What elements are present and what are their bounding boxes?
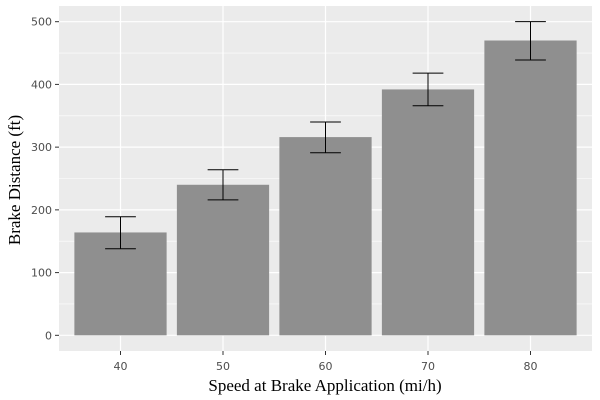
errorbar-40: [105, 216, 136, 250]
errorbar-50: [207, 169, 239, 201]
y-tick-label: 0: [45, 329, 52, 342]
errorbar-60: [310, 121, 341, 154]
y-tick-label: 300: [31, 141, 52, 154]
errorbar-80: [515, 21, 546, 61]
bar-80: [484, 40, 577, 336]
bar-40: [74, 232, 167, 336]
errorbar-70: [412, 72, 444, 107]
y-tick-label: 100: [31, 267, 52, 280]
y-tick-label: 400: [31, 78, 52, 91]
bar-70: [381, 89, 475, 336]
error-bars: [105, 21, 546, 250]
x-axis-ticks: 40 50 60 70 80: [114, 351, 538, 373]
bar-50: [176, 184, 270, 336]
y-tick-label: 500: [31, 16, 52, 29]
x-tick-label: 80: [524, 360, 538, 373]
x-axis-title: Speed at Brake Application (mi/h): [208, 376, 441, 395]
x-tick-label: 50: [216, 360, 230, 373]
y-axis-title: Brake Distance (ft): [5, 115, 24, 245]
x-tick-label: 70: [421, 360, 435, 373]
y-axis-ticks: 0 100 200 300 400 500: [31, 16, 59, 342]
bar-60: [279, 137, 372, 336]
bars: [74, 40, 577, 336]
x-tick-label: 60: [319, 360, 333, 373]
y-tick-label: 200: [31, 204, 52, 217]
x-tick-label: 40: [114, 360, 128, 373]
